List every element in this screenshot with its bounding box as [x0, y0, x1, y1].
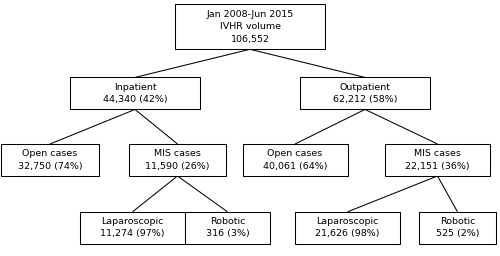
Text: Open cases
40,061 (64%): Open cases 40,061 (64%) [263, 150, 327, 170]
Text: Laparoscopic
21,626 (98%): Laparoscopic 21,626 (98%) [316, 217, 380, 238]
Text: Outpatient
62,212 (58%): Outpatient 62,212 (58%) [333, 83, 397, 104]
FancyBboxPatch shape [419, 212, 496, 244]
Text: MIS cases
11,590 (26%): MIS cases 11,590 (26%) [145, 150, 210, 170]
FancyBboxPatch shape [385, 144, 490, 176]
Text: Jan 2008-Jun 2015
IVHR volume
106,552: Jan 2008-Jun 2015 IVHR volume 106,552 [206, 10, 294, 44]
FancyBboxPatch shape [175, 5, 325, 49]
FancyBboxPatch shape [295, 212, 400, 244]
FancyBboxPatch shape [185, 212, 270, 244]
FancyBboxPatch shape [128, 144, 226, 176]
FancyBboxPatch shape [70, 77, 200, 110]
FancyBboxPatch shape [300, 77, 430, 110]
FancyBboxPatch shape [242, 144, 348, 176]
Text: Laparoscopic
11,274 (97%): Laparoscopic 11,274 (97%) [100, 217, 165, 238]
FancyBboxPatch shape [2, 144, 99, 176]
Text: Robotic
525 (2%): Robotic 525 (2%) [436, 217, 479, 238]
FancyBboxPatch shape [80, 212, 185, 244]
Text: Open cases
32,750 (74%): Open cases 32,750 (74%) [18, 150, 82, 170]
Text: Robotic
316 (3%): Robotic 316 (3%) [206, 217, 250, 238]
Text: MIS cases
22,151 (36%): MIS cases 22,151 (36%) [405, 150, 470, 170]
Text: Inpatient
44,340 (42%): Inpatient 44,340 (42%) [102, 83, 168, 104]
